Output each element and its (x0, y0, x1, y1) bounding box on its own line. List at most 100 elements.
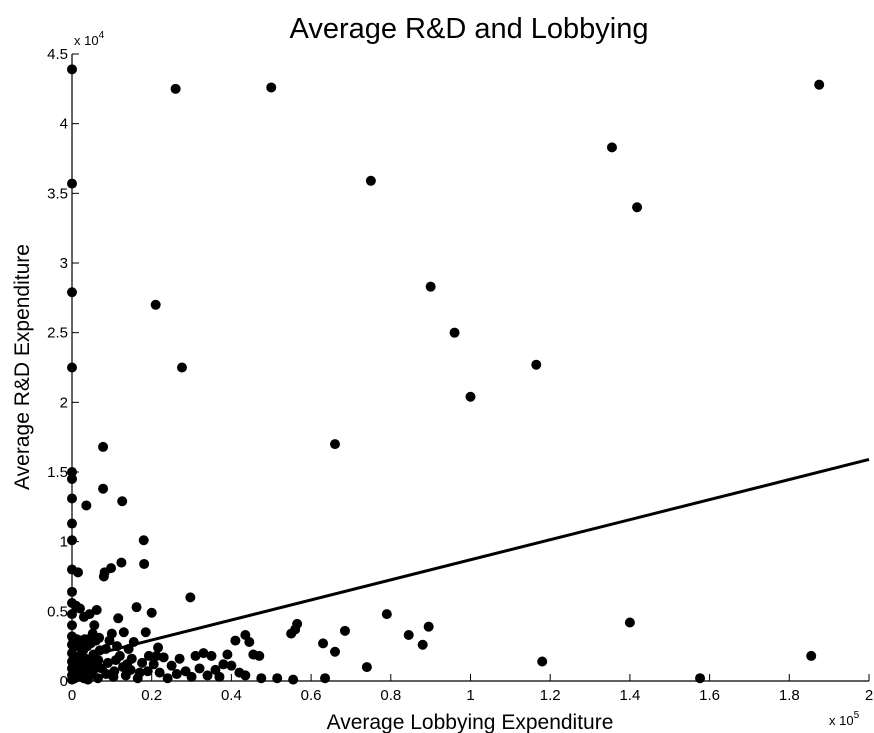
x-tick-label: 0.6 (301, 687, 322, 704)
data-point (194, 663, 205, 674)
x-axis-label: Average Lobbying Expenditure (327, 711, 614, 733)
data-point (93, 655, 104, 666)
data-point (150, 299, 161, 310)
y-multiplier-label: x 104 (74, 30, 105, 48)
data-point (330, 439, 341, 450)
data-point (158, 652, 169, 663)
data-point (230, 635, 241, 646)
data-point (176, 362, 187, 373)
data-point (67, 287, 77, 298)
data-point (94, 632, 105, 643)
data-point (202, 670, 213, 681)
data-point (98, 483, 109, 494)
data-point (67, 493, 77, 504)
data-point (537, 656, 548, 667)
data-point (106, 628, 117, 639)
data-point (449, 327, 460, 338)
data-point (266, 82, 277, 93)
data-point (109, 666, 120, 677)
data-point (254, 650, 265, 661)
data-point (381, 609, 392, 620)
data-point (153, 642, 164, 653)
data-point (67, 467, 77, 477)
data-point (272, 673, 283, 684)
y-tick-label: 0 (60, 673, 68, 690)
plot-area: 0 0.2 0.4 0.6 0.8 1 1.2 1.4 1.6 1.8 2 0 0.5 1 1.5 2 2.5 3… (11, 30, 873, 733)
data-point (185, 592, 196, 603)
data-point (465, 391, 476, 402)
x-tick-label: 1 (466, 687, 474, 704)
y-tick-label: 4.5 (47, 46, 68, 63)
x-tick-label: 1.2 (540, 687, 561, 704)
data-point (288, 674, 299, 685)
data-point (91, 604, 102, 615)
y-axis-label: Average R&D Expenditure (11, 244, 34, 490)
data-point (72, 567, 83, 578)
data-point (143, 650, 154, 661)
data-point (67, 535, 77, 546)
data-point (206, 650, 217, 661)
data-point (806, 650, 817, 661)
data-point (190, 650, 201, 661)
x-tick-label: 2 (865, 687, 873, 704)
data-point (146, 607, 157, 618)
data-point (361, 662, 372, 673)
data-point (186, 671, 197, 682)
y-tick-label: 3 (60, 255, 68, 272)
data-point (226, 660, 237, 671)
data-point (131, 602, 142, 613)
data-point (67, 473, 77, 484)
data-point (403, 630, 414, 641)
data-point (166, 660, 177, 671)
data-point (117, 496, 128, 507)
data-point (606, 142, 617, 153)
data-point (222, 649, 233, 660)
data-point (140, 627, 151, 638)
data-point (624, 617, 635, 628)
data-point (531, 359, 542, 370)
data-point (240, 670, 251, 681)
data-point (256, 673, 267, 684)
data-point (126, 653, 137, 664)
data-point (171, 669, 182, 680)
data-point (198, 648, 209, 659)
y-tick-label: 2 (60, 394, 68, 411)
data-point (113, 613, 124, 624)
data-point (116, 557, 127, 568)
data-point (106, 563, 117, 574)
data-point (214, 671, 225, 682)
x-tick-label: 0 (68, 687, 76, 704)
data-point (417, 639, 428, 650)
data-point (425, 281, 436, 292)
y-tick-label: 1.5 (47, 464, 68, 481)
x-tick-label: 0.2 (141, 687, 162, 704)
data-point (139, 558, 150, 569)
chart-title: Average R&D and Lobbying (290, 13, 649, 45)
data-point (154, 667, 165, 678)
data-point (339, 625, 350, 636)
x-multiplier-label: x 105 (829, 710, 860, 728)
data-point (632, 202, 643, 213)
x-tick-label: 0.4 (221, 687, 242, 704)
data-point (134, 667, 145, 678)
data-point (74, 603, 85, 614)
data-point (67, 609, 77, 620)
data-point (67, 586, 77, 597)
data-point (81, 500, 92, 511)
y-tick-label: 3.5 (47, 185, 68, 202)
data-point (318, 638, 329, 649)
data-point (423, 621, 434, 632)
data-point (174, 653, 185, 664)
data-point (67, 64, 77, 75)
x-tick-label: 1.6 (699, 687, 720, 704)
data-point (142, 666, 153, 677)
data-point (67, 518, 77, 529)
data-point (170, 83, 181, 94)
data-point (102, 657, 113, 668)
data-point (67, 362, 77, 373)
data-point (137, 657, 148, 668)
data-point (320, 673, 331, 684)
data-point (244, 636, 255, 647)
data-point (330, 646, 341, 657)
